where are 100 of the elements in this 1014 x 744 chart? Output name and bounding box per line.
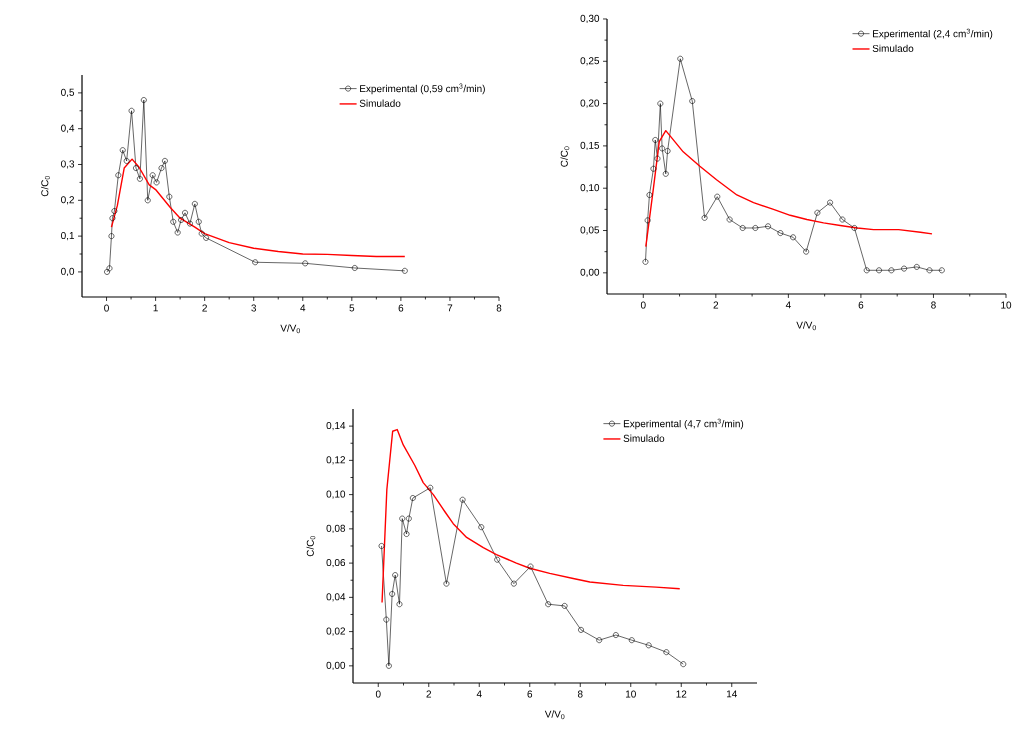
x-tick-label: 6 [858,301,864,309]
x-tick-label: 4 [785,301,791,309]
point [115,172,122,179]
x-tick-label: 8 [496,304,502,312]
line-series [110,158,406,258]
point [663,649,670,656]
y-axis-title: C/C$_{0}$ [306,535,316,557]
y-tick-label: 0,30 [580,14,600,24]
x-tick-label: 0 [640,301,646,309]
y-tick-label: 0,25 [580,57,600,66]
legend-label: Simulado [872,44,914,52]
point [851,225,858,231]
point [403,531,410,537]
y-tick-label: 0,20 [580,99,600,108]
point [726,216,733,223]
point [664,148,671,154]
point [178,217,184,223]
point [351,265,358,271]
point [140,97,147,103]
y-tick-label: 0,08 [326,524,346,533]
point [385,662,392,669]
legend-label: Simulado [623,434,665,442]
point [876,267,882,274]
point [203,235,210,241]
x-tick-label: 4 [300,304,306,312]
point [494,556,501,563]
point [166,193,173,200]
point [182,209,188,216]
y-tick-label: 0,2 [61,196,75,205]
point [399,515,406,522]
point [901,265,907,272]
point [561,603,568,609]
x-tick-label: 12 [676,690,687,698]
point [302,260,309,267]
point [427,484,434,491]
line-series [645,129,933,248]
x-tick-label: 6 [527,690,533,698]
y-tick-label: 0,15 [580,141,600,151]
point [628,637,635,644]
x-tick-label: 10 [1001,301,1012,309]
legend-label: Experimental (2,4 cm$^{3}$/min) [873,28,993,40]
x-axis-title: V/V$_{0}$ [796,321,816,331]
y-tick-label: 0,05 [580,226,600,235]
legend-label: Simulado [359,99,401,107]
x-tick-label: 8 [931,301,936,309]
point [765,223,771,230]
point [863,267,870,274]
point [162,158,168,164]
y-tick-label: 0,3 [61,160,75,169]
point [578,627,584,633]
y-tick-label: 0,4 [61,124,75,133]
point [137,175,143,182]
y-tick-label: 0,02 [326,627,346,636]
x-tick-label: 8 [577,690,583,698]
y-tick-label: 0,1 [61,232,75,241]
point [392,572,399,578]
point [827,199,833,206]
point [657,100,664,107]
point [158,165,165,171]
y-axis-title: C/C$_{0}$ [560,146,570,167]
point [888,267,895,274]
y-tick-label: 0,10 [580,184,600,193]
point [652,137,659,143]
point [677,55,684,62]
point [123,158,130,164]
x-tick-label: 14 [726,690,738,698]
point [389,591,396,597]
point [662,170,669,177]
point [646,192,653,198]
y-tick-label: 0,00 [326,661,346,670]
y-tick-label: 0,00 [580,268,600,277]
y-tick-label: 0,06 [326,559,346,568]
x-tick-label: 4 [476,690,482,698]
point [109,215,116,222]
x-tick-label: 0 [104,304,109,312]
x-tick-label: 10 [625,690,636,698]
point [153,179,160,186]
point [926,267,933,274]
point [119,147,126,154]
point [790,234,796,241]
point [108,233,115,239]
x-tick-label: 3 [251,304,257,312]
point [478,524,485,531]
y-tick-label: 0,12 [326,456,346,465]
point [596,637,603,644]
point [459,496,466,503]
point [149,172,156,179]
point [195,218,202,225]
x-tick-label: 2 [202,304,207,312]
x-tick-label: 0 [375,690,381,698]
point [170,218,177,225]
point [383,616,390,623]
y-tick-label: 0,10 [326,490,346,499]
point [839,216,846,223]
point [701,214,708,221]
y-tick-label: 0,04 [326,593,346,602]
point [527,563,534,570]
point [133,165,139,171]
point [198,230,205,237]
point [814,209,821,216]
